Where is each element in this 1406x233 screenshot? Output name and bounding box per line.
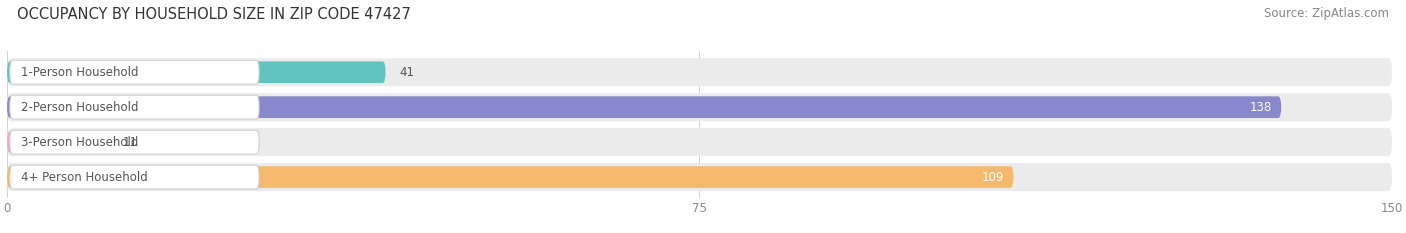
Text: 11: 11 [122, 136, 138, 149]
FancyBboxPatch shape [7, 93, 1392, 121]
Text: 1-Person Household: 1-Person Household [21, 66, 138, 79]
FancyBboxPatch shape [10, 165, 259, 189]
FancyBboxPatch shape [10, 95, 259, 119]
FancyBboxPatch shape [7, 61, 385, 83]
FancyBboxPatch shape [10, 130, 259, 154]
FancyBboxPatch shape [7, 131, 108, 153]
Text: 2-Person Household: 2-Person Household [21, 101, 138, 114]
FancyBboxPatch shape [7, 163, 1392, 191]
FancyBboxPatch shape [7, 166, 1014, 188]
Text: 41: 41 [399, 66, 415, 79]
Text: 109: 109 [981, 171, 1004, 184]
Text: Source: ZipAtlas.com: Source: ZipAtlas.com [1264, 7, 1389, 20]
FancyBboxPatch shape [7, 128, 1392, 156]
Text: 4+ Person Household: 4+ Person Household [21, 171, 148, 184]
Text: 138: 138 [1250, 101, 1272, 114]
Text: OCCUPANCY BY HOUSEHOLD SIZE IN ZIP CODE 47427: OCCUPANCY BY HOUSEHOLD SIZE IN ZIP CODE … [17, 7, 411, 22]
FancyBboxPatch shape [7, 58, 1392, 86]
FancyBboxPatch shape [10, 60, 259, 84]
FancyBboxPatch shape [7, 96, 1281, 118]
Text: 3-Person Household: 3-Person Household [21, 136, 138, 149]
